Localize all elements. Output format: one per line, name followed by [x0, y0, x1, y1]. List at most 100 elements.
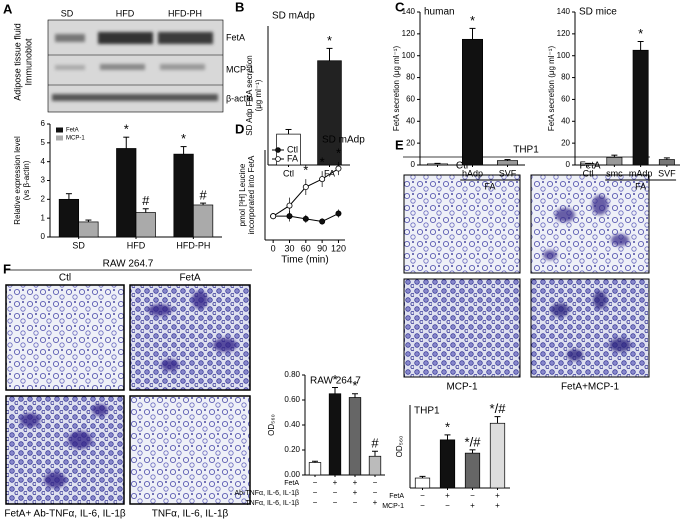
micrograph-caption: Ctl: [456, 161, 468, 172]
annotation: #: [142, 193, 150, 208]
x-tick-label: Ctl: [583, 168, 594, 178]
annotation: *: [303, 163, 308, 178]
micrograph-caption: FetA: [179, 273, 200, 284]
legend-marker: [275, 147, 281, 153]
lane-label: HFD: [116, 8, 135, 18]
y-tick-label: 60: [561, 95, 570, 104]
point: [270, 213, 277, 220]
legend-label: FA: [287, 153, 298, 163]
row-label: β-actin: [226, 93, 253, 103]
point: [319, 218, 326, 225]
micrographs-e: THP1 Ctl FetA MCP-1 FetA+MCP-1: [403, 145, 650, 393]
annotation: *: [638, 26, 643, 41]
x-tick-label: SD: [72, 240, 85, 250]
x-tick-label: HFD: [127, 240, 146, 250]
annotation: *: [332, 372, 337, 387]
micrograph-caption: TNFα, IL-6, IL-1β: [152, 509, 229, 520]
panel-label: A: [3, 1, 13, 16]
panel-label: E: [395, 137, 404, 152]
group-label: FA: [484, 181, 495, 191]
point: [319, 176, 326, 183]
annotation: *: [320, 155, 325, 170]
bar: [462, 38, 484, 166]
micrograph-title: RAW 264.7: [103, 259, 154, 270]
row-label: MCP-1: [226, 64, 254, 74]
x-tick-label: mAdp: [629, 168, 653, 178]
y-tick-label: 0: [411, 160, 416, 169]
x-tick-label: smc: [606, 168, 623, 178]
legend-label: Ctl: [287, 144, 298, 154]
legend-label: MCP-1: [66, 136, 85, 142]
side-label: Adipose tissue fluid: [12, 23, 22, 101]
y-tick-label: 140: [402, 7, 416, 16]
y-tick-label: 4: [41, 157, 46, 166]
y-tick-label: 0.20: [284, 445, 300, 454]
bar: [658, 159, 675, 166]
condition-value: −: [420, 491, 425, 500]
y-axis-label: OD₅₆₀: [267, 414, 276, 436]
x-tick-label: Ctl: [283, 168, 294, 178]
y-axis-label: (μg ml⁻¹): [254, 79, 263, 111]
y-tick-label: 0.80: [284, 370, 300, 379]
micrographs-f: RAW 264.7 Ctl FetA FetA+ Ab-TNFα, IL-6, …: [4, 259, 252, 520]
x-tick-label: hAdp: [462, 168, 483, 178]
annotation: *: [327, 33, 332, 48]
bar: [192, 204, 214, 238]
row-label: FetA: [226, 32, 245, 42]
chart-title: SD mice: [579, 7, 617, 18]
chart-title: SD mAdp: [272, 11, 315, 22]
micrograph-caption: MCP-1: [446, 382, 478, 393]
condition-value: +: [445, 491, 450, 500]
y-axis-label: SD Adp FetA secretion: [245, 55, 254, 136]
legend-swatch: [56, 127, 63, 133]
condition-value: +: [373, 498, 378, 507]
bar: [173, 153, 194, 238]
annotation: *: [445, 419, 450, 434]
x-tick-label: 90: [317, 243, 327, 253]
condition-value: +: [353, 488, 358, 497]
condition-value: −: [445, 501, 450, 510]
condition-value: −: [333, 488, 338, 497]
y-tick-label: 140: [557, 7, 571, 16]
bar: [116, 148, 137, 238]
micrograph-title: THP1: [513, 145, 539, 156]
condition-label: FetA: [389, 493, 404, 500]
condition-value: +: [353, 478, 358, 487]
bar: [580, 163, 597, 166]
x-tick-label: SVF: [658, 168, 676, 178]
lane-label: HFD-PH: [168, 8, 202, 18]
y-tick-label: 120: [402, 29, 416, 38]
panel-label: B: [235, 0, 244, 14]
x-tick-label: HFD-PH: [176, 240, 210, 250]
y-tick-label: 2: [41, 194, 46, 203]
bar: [78, 221, 99, 238]
panel-label: F: [3, 261, 11, 276]
bar: [427, 163, 449, 166]
point: [335, 165, 342, 172]
x-axis-label: Time (min): [281, 255, 328, 266]
annotation: *: [181, 131, 186, 146]
condition-value: −: [470, 491, 475, 500]
annotation: *: [336, 145, 341, 160]
chart-title: THP1: [414, 406, 440, 417]
condition-value: −: [313, 488, 318, 497]
annotation: *: [352, 378, 357, 393]
immunoblot: SD HFD HFD-PH FetA MCP-1 β-actin Adipose…: [12, 8, 254, 113]
micrograph-caption: FetA+MCP-1: [561, 382, 620, 393]
y-tick-label: 0.40: [284, 420, 300, 429]
y-axis-label: FetA secretion (μg ml⁻¹): [547, 46, 556, 132]
point: [286, 213, 293, 220]
chart-title: SD mAdp: [322, 135, 365, 146]
x-tick-label: 60: [301, 243, 311, 253]
bar: [328, 393, 342, 476]
condition-value: −: [373, 478, 378, 487]
bar: [497, 160, 519, 166]
annotation: *: [470, 13, 475, 28]
y-axis-label: (vs β-actin): [22, 160, 31, 200]
y-axis-label: FetA secretion (μg ml⁻¹): [392, 46, 401, 132]
annotation: *: [124, 122, 129, 137]
point: [302, 215, 309, 222]
condition-value: +: [495, 501, 500, 510]
condition-label: MCP-1: [382, 503, 404, 510]
